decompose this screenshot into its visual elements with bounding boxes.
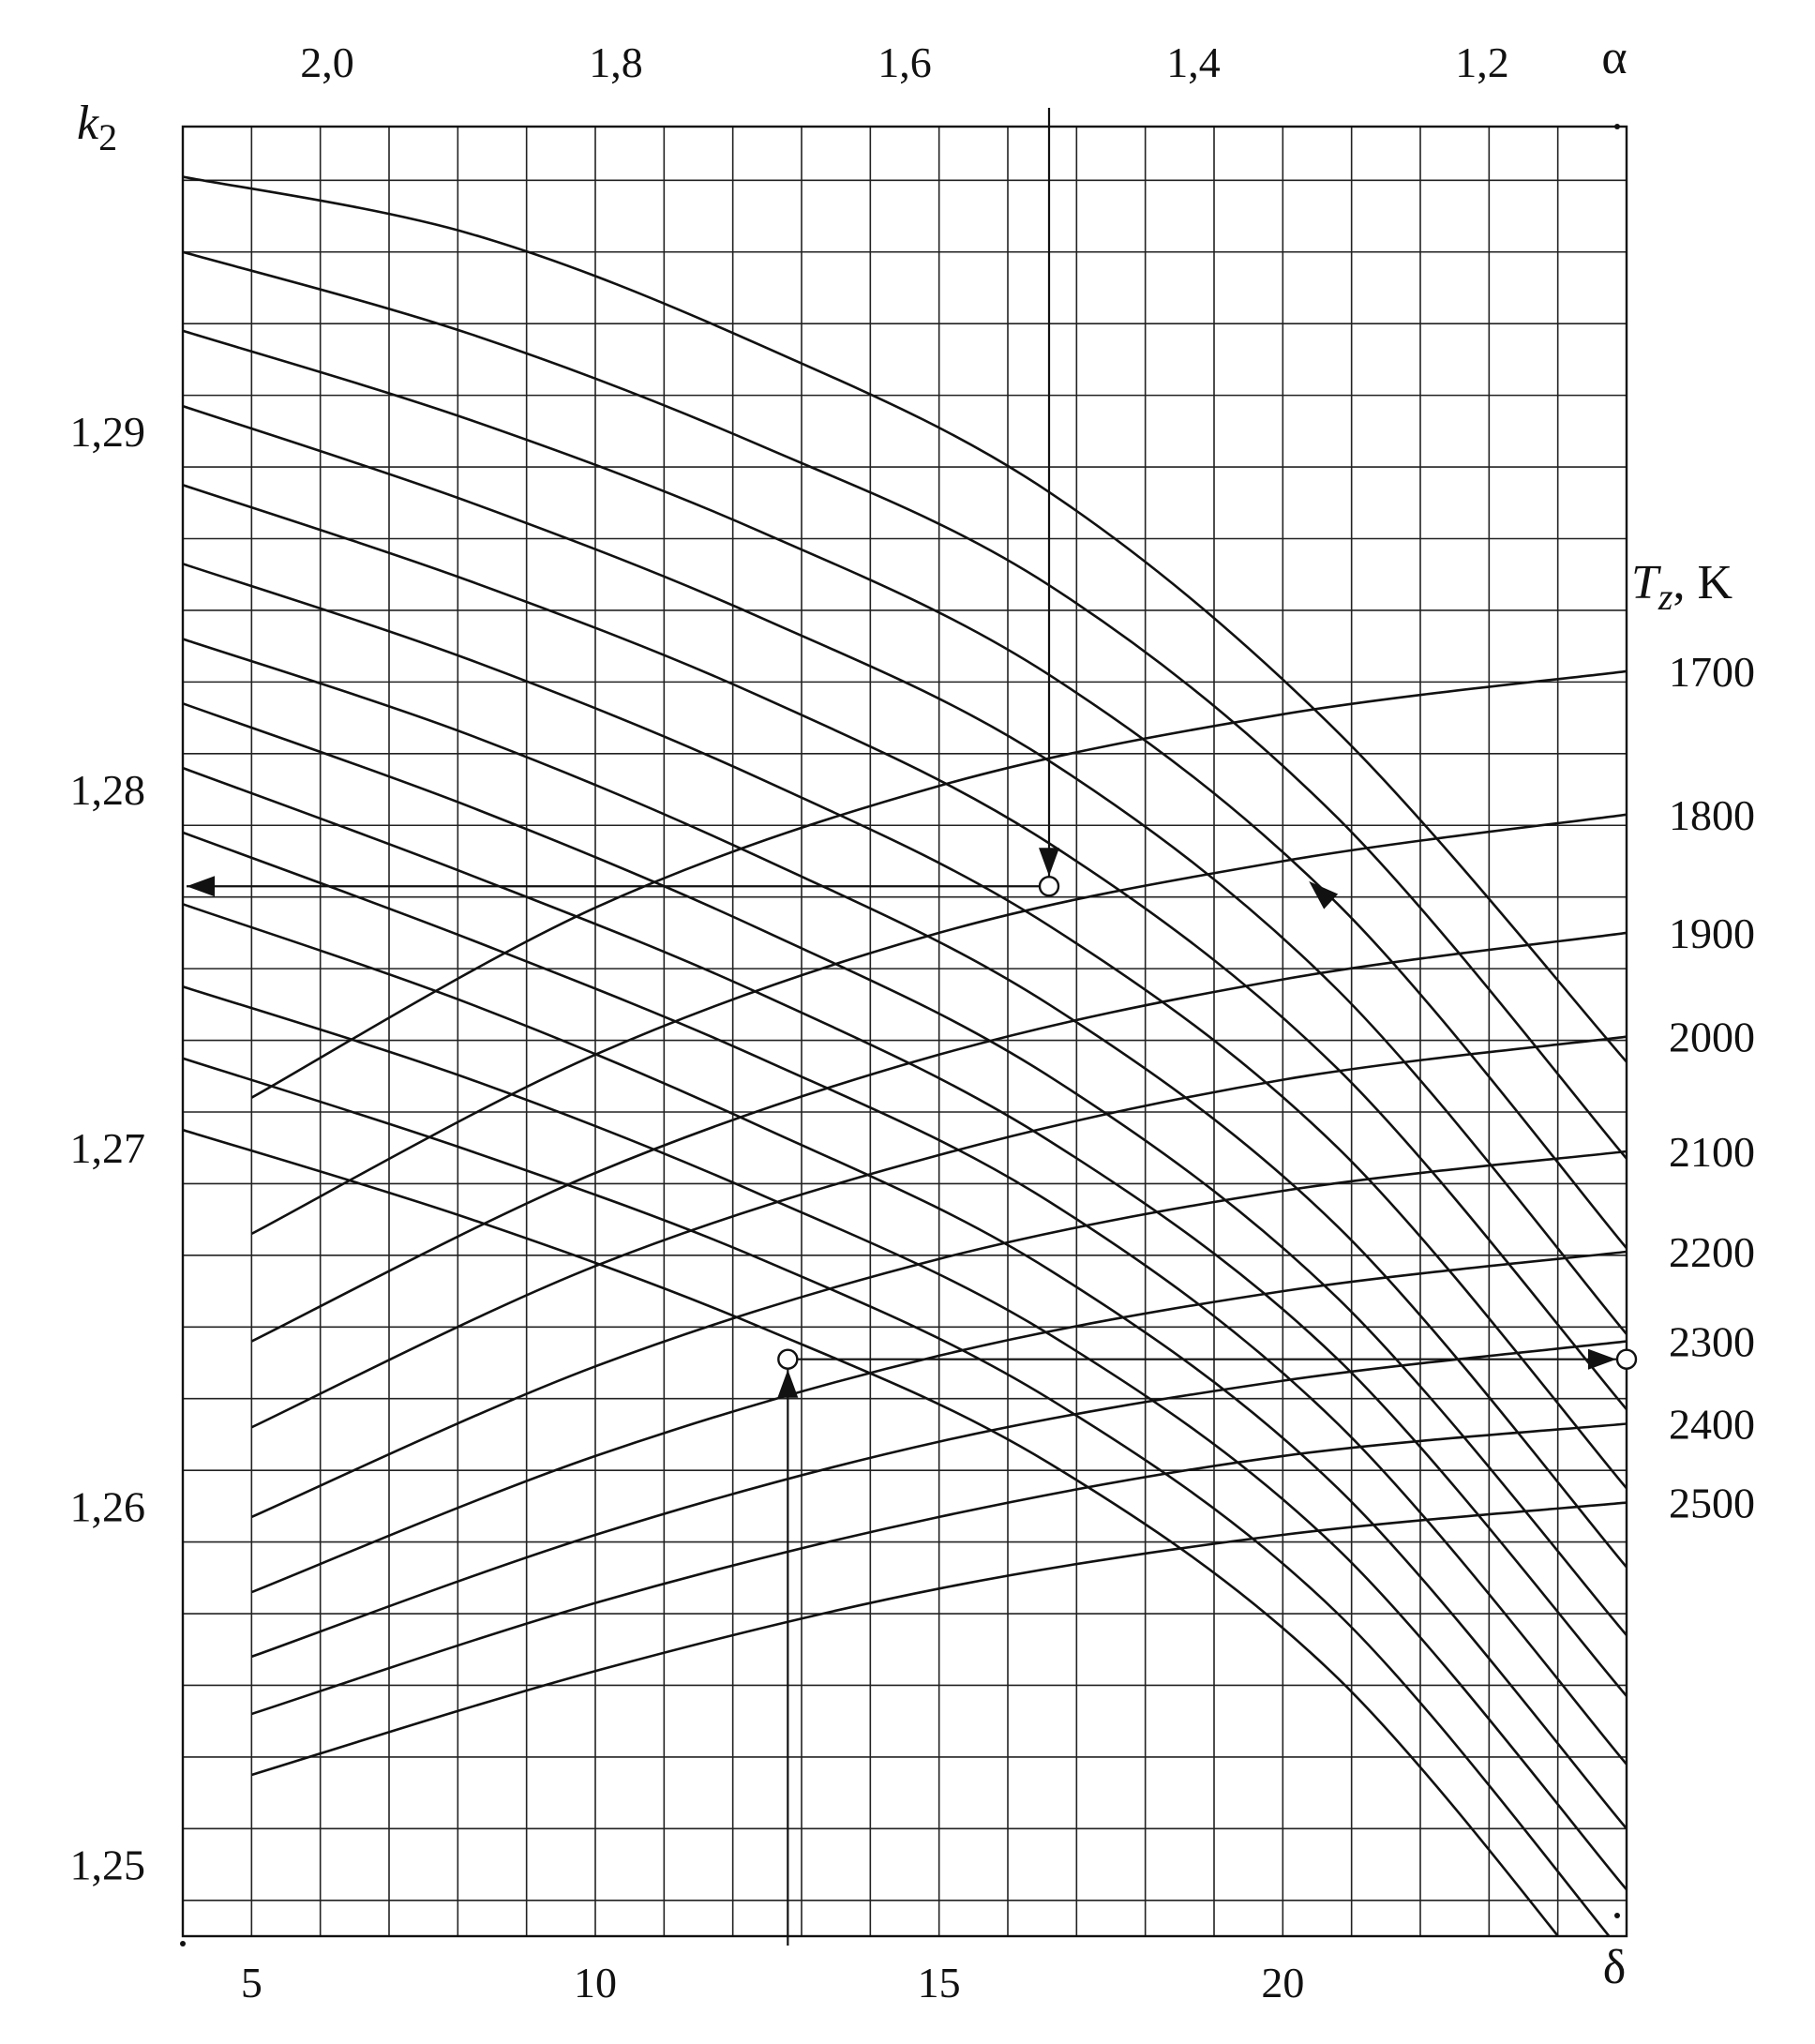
- right-tick-labels: 1700 1800 1900 2000 2100 2200 2300 2400 2500: [1669, 648, 1755, 1527]
- y-left-axis-subscript: 2: [98, 116, 117, 158]
- y-right-axis-symbol: T: [1631, 556, 1661, 609]
- y-left-tick-label: 1,26: [70, 1482, 146, 1530]
- y-right-axis-title: Tz, K: [1631, 556, 1733, 618]
- tz-curve: [250, 1422, 1627, 1716]
- delta-guide-arrow-up: [777, 1369, 799, 1398]
- alpha-curve: [183, 1057, 1611, 1936]
- x-top-tick-label: 2,0: [300, 38, 354, 86]
- y-left-tick-label: 1,28: [70, 766, 146, 814]
- y-right-tick-label: 1700: [1669, 648, 1755, 696]
- alpha-curve: [183, 903, 1627, 1830]
- plot-frame: [181, 125, 1628, 1938]
- example-guide-lines: [180, 108, 1638, 1946]
- x-top-tick-label: 1,6: [878, 38, 932, 86]
- alpha-curve: [183, 404, 1627, 1335]
- alpha-curve: [183, 483, 1627, 1411]
- delta-intersection-marker: [777, 1348, 799, 1370]
- alpha-intersection-marker: [1038, 876, 1060, 897]
- tz-curve: [250, 1501, 1627, 1777]
- y-right-tick-label: 2000: [1669, 1014, 1755, 1061]
- tz-curve: [250, 1035, 1627, 1429]
- x-top-tick-label: 1,4: [1166, 38, 1221, 86]
- tz-curve: [250, 931, 1627, 1343]
- tz-curve: [250, 1150, 1627, 1519]
- x-bottom-tick-label: 20: [1261, 1959, 1304, 2006]
- y-right-tick-label: 2300: [1669, 1318, 1755, 1366]
- alpha-curve: [183, 1128, 1560, 1936]
- y-left-tick-label: 1,29: [70, 408, 146, 456]
- tz-result-marker: [1615, 1348, 1638, 1370]
- top-tick-labels: 2,0 1,8 1,6 1,4 1,2: [300, 38, 1509, 86]
- tz-curves: [250, 669, 1627, 1777]
- y-right-tick-label: 2400: [1669, 1400, 1755, 1448]
- y-right-tick-label: 2200: [1669, 1228, 1755, 1276]
- left-tick-labels: 1,25 1,26 1,27 1,28 1,29: [70, 408, 146, 1889]
- y-right-tick-label: 1800: [1669, 791, 1755, 839]
- y-right-tick-label: 1900: [1669, 909, 1755, 957]
- tz-curve: [250, 1250, 1627, 1594]
- k2-guide-arrow-left: [187, 876, 215, 897]
- x-top-tick-label: 1,2: [1455, 38, 1509, 86]
- alpha-curve: [183, 250, 1627, 1160]
- alpha-curve: [183, 175, 1627, 1063]
- alpha-curve: [183, 984, 1627, 1891]
- tz-curve: [250, 1340, 1627, 1659]
- tz-curve: [250, 669, 1627, 1099]
- x-bottom-tick-label: 10: [574, 1959, 617, 2006]
- bottom-tick-labels: 5 10 15 20: [241, 1959, 1305, 2006]
- y-right-tick-label: 2500: [1669, 1480, 1755, 1527]
- x-bottom-tick-label: 5: [241, 1959, 262, 2006]
- tz-guide-arrow-right: [1588, 1348, 1616, 1370]
- y-right-axis-unit: , K: [1673, 556, 1733, 609]
- curve-direction-arrow: [1309, 880, 1339, 909]
- alpha-guide-arrow-down: [1039, 848, 1059, 877]
- y-left-axis-title: k2: [77, 97, 117, 158]
- y-right-axis-subscript: z: [1658, 576, 1673, 618]
- tz-curve: [250, 813, 1627, 1236]
- alpha-curve: [183, 563, 1627, 1490]
- corner-dot: [180, 1941, 186, 1946]
- y-left-axis-symbol: k: [77, 97, 99, 150]
- y-left-tick-label: 1,25: [70, 1841, 146, 1889]
- alpha-curves: [183, 175, 1627, 1936]
- grid-lines: [183, 127, 1627, 1936]
- corner-dot: [1614, 124, 1620, 129]
- x-top-axis-title: α: [1601, 31, 1627, 84]
- y-left-tick-label: 1,27: [70, 1124, 146, 1172]
- corner-dot: [1614, 1913, 1620, 1918]
- alpha-curve: [183, 766, 1627, 1697]
- y-right-tick-label: 2100: [1669, 1128, 1755, 1176]
- alpha-curve: [183, 702, 1627, 1636]
- alpha-curve: [183, 831, 1627, 1766]
- x-top-tick-label: 1,8: [589, 38, 643, 86]
- x-bottom-tick-label: 15: [918, 1959, 961, 2006]
- alpha-curve: [183, 638, 1627, 1569]
- x-bottom-axis-title: δ: [1603, 1941, 1627, 1994]
- alpha-curve: [183, 329, 1627, 1250]
